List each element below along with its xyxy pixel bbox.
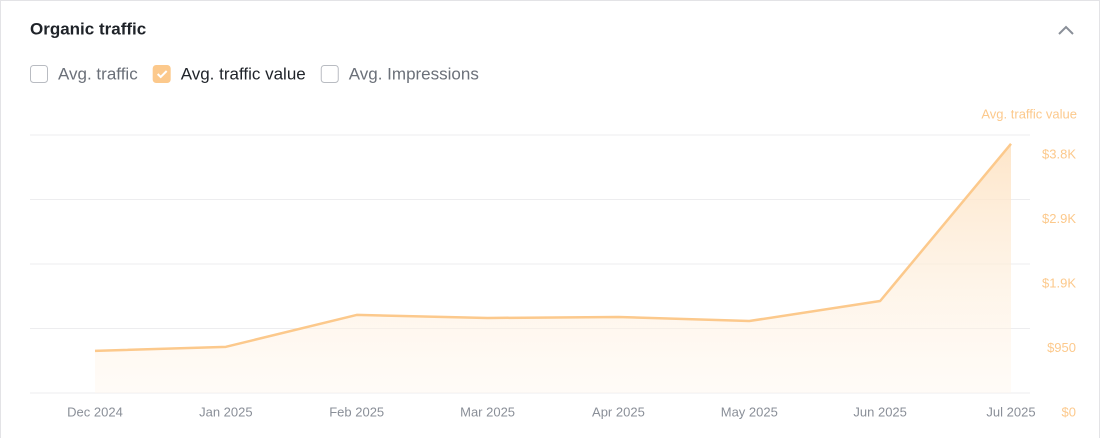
- y-axis-title: Avg. traffic value: [981, 106, 1077, 121]
- toggle-label: Avg. traffic: [58, 64, 138, 83]
- toggle[interactable]: Avg. Impressions: [320, 64, 479, 83]
- toggle-label: Avg. traffic value: [181, 64, 306, 83]
- x-tick-label: May 2025: [721, 404, 778, 419]
- toggle-label: Avg. Impressions: [349, 64, 479, 83]
- x-tick-label: Jul 2025: [986, 404, 1035, 419]
- x-tick-label: Feb 2025: [329, 404, 384, 419]
- x-tick-label: Dec 2024: [67, 404, 123, 419]
- y-tick-label: $3.8K: [1042, 146, 1076, 161]
- y-tick-label: $1.9K: [1042, 275, 1076, 290]
- y-tick-label: $950: [1047, 340, 1076, 355]
- collapse-button[interactable]: [1058, 25, 1074, 35]
- x-tick-label: Jun 2025: [853, 404, 907, 419]
- chevron-icon: [1058, 25, 1074, 35]
- x-tick-label: Jan 2025: [199, 404, 253, 419]
- plot: Avg. traffic value $0 $950 $1.9K $2.9K $3.8K D…: [30, 106, 1077, 419]
- checkbox: [30, 65, 48, 83]
- toggle[interactable]: Avg. traffic value: [152, 64, 306, 83]
- y-tick-label: $0: [1062, 404, 1076, 419]
- y-tick-label: $2.9K: [1042, 211, 1076, 226]
- area-fill: [95, 143, 1011, 393]
- card-title: Organic traffic: [30, 19, 146, 38]
- x-tick-label: Apr 2025: [592, 404, 645, 419]
- checkbox: [320, 65, 339, 83]
- series-line: [94, 143, 1012, 353]
- toggle-row: Avg. traffic Avg. traffic value Avg. Impre…: [30, 64, 479, 83]
- checkbox-checked: [152, 65, 171, 83]
- toggle[interactable]: Avg. traffic: [30, 64, 139, 83]
- check-icon: [156, 70, 168, 79]
- x-tick-label: Mar 2025: [460, 404, 515, 419]
